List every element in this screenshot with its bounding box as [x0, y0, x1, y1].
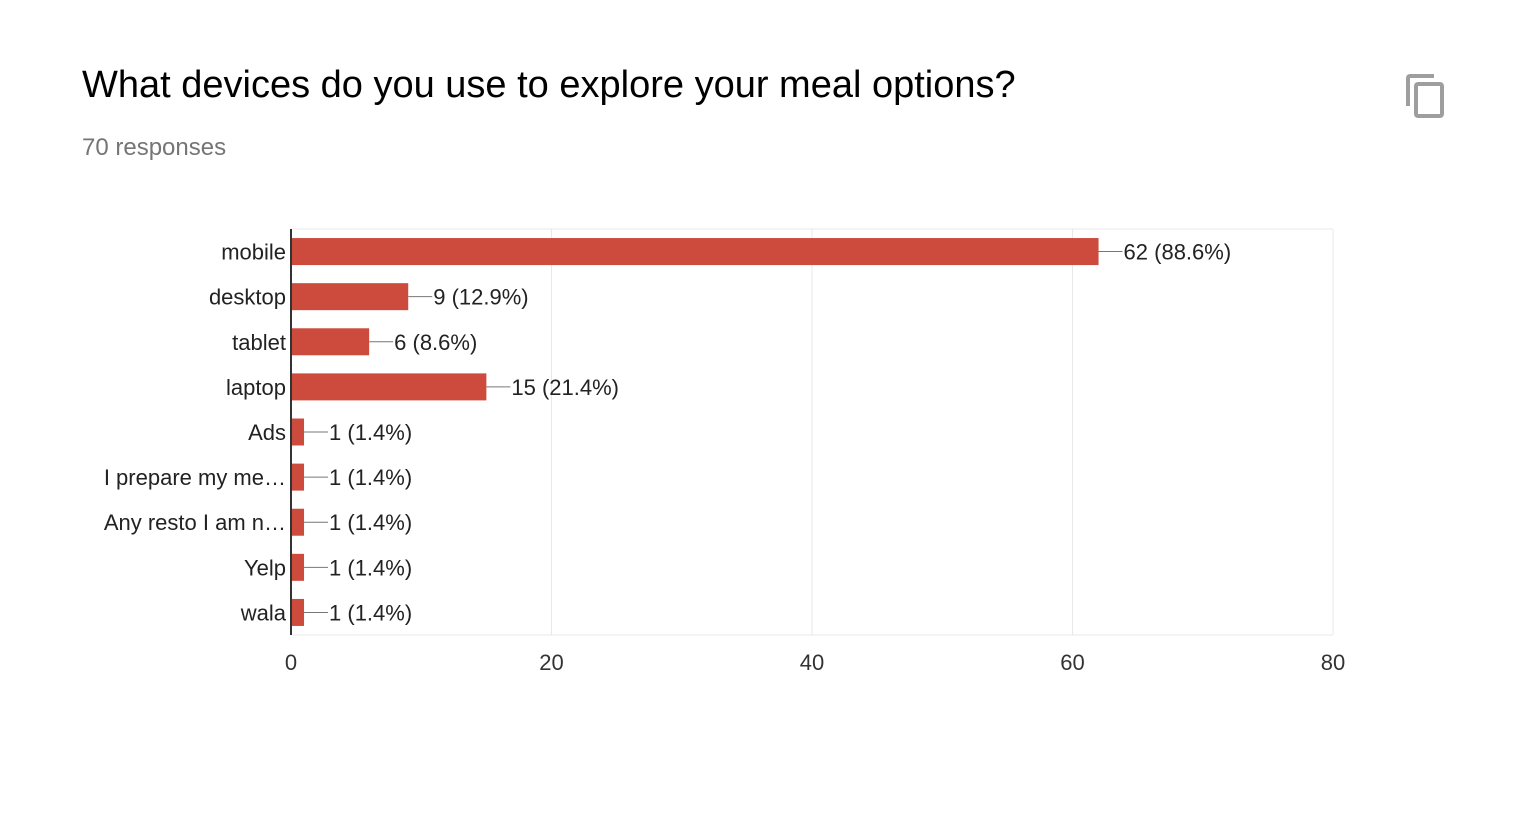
x-tick-label: 0: [285, 650, 297, 675]
x-tick-label: 60: [1060, 650, 1084, 675]
bar: [291, 418, 305, 446]
data-label: 9 (12.9%): [433, 285, 528, 310]
bar: [291, 373, 487, 401]
bar: [291, 508, 305, 536]
bar: [291, 283, 409, 311]
copy-chart-button[interactable]: [1402, 72, 1450, 120]
data-label: 1 (1.4%): [329, 420, 412, 445]
category-label: Ads: [248, 420, 286, 445]
category-label: Yelp: [244, 555, 286, 580]
data-label: 1 (1.4%): [329, 510, 412, 535]
x-tick-label: 40: [800, 650, 824, 675]
copy-icon: [1406, 74, 1444, 118]
question-title: What devices do you use to explore your …: [82, 64, 1016, 106]
bar: [291, 463, 305, 491]
bar: [291, 328, 370, 356]
data-label: 6 (8.6%): [394, 330, 477, 355]
data-label: 1 (1.4%): [329, 600, 412, 625]
x-tick-label: 20: [539, 650, 563, 675]
data-label: 62 (88.6%): [1124, 240, 1232, 265]
x-tick-label: 80: [1321, 650, 1345, 675]
category-label: Any resto I am n…: [104, 510, 286, 535]
category-label: laptop: [226, 375, 286, 400]
category-label: mobile: [221, 240, 286, 265]
data-label: 15 (21.4%): [511, 375, 619, 400]
category-label: wala: [240, 600, 287, 625]
bar: [291, 553, 305, 581]
data-label: 1 (1.4%): [329, 465, 412, 490]
response-count: 70 responses: [82, 134, 227, 161]
category-label: I prepare my me…: [104, 465, 286, 490]
data-label: 1 (1.4%): [329, 555, 412, 580]
bar: [291, 238, 1099, 266]
category-label: tablet: [232, 330, 286, 355]
bar: [291, 598, 305, 626]
category-label: desktop: [209, 285, 286, 310]
